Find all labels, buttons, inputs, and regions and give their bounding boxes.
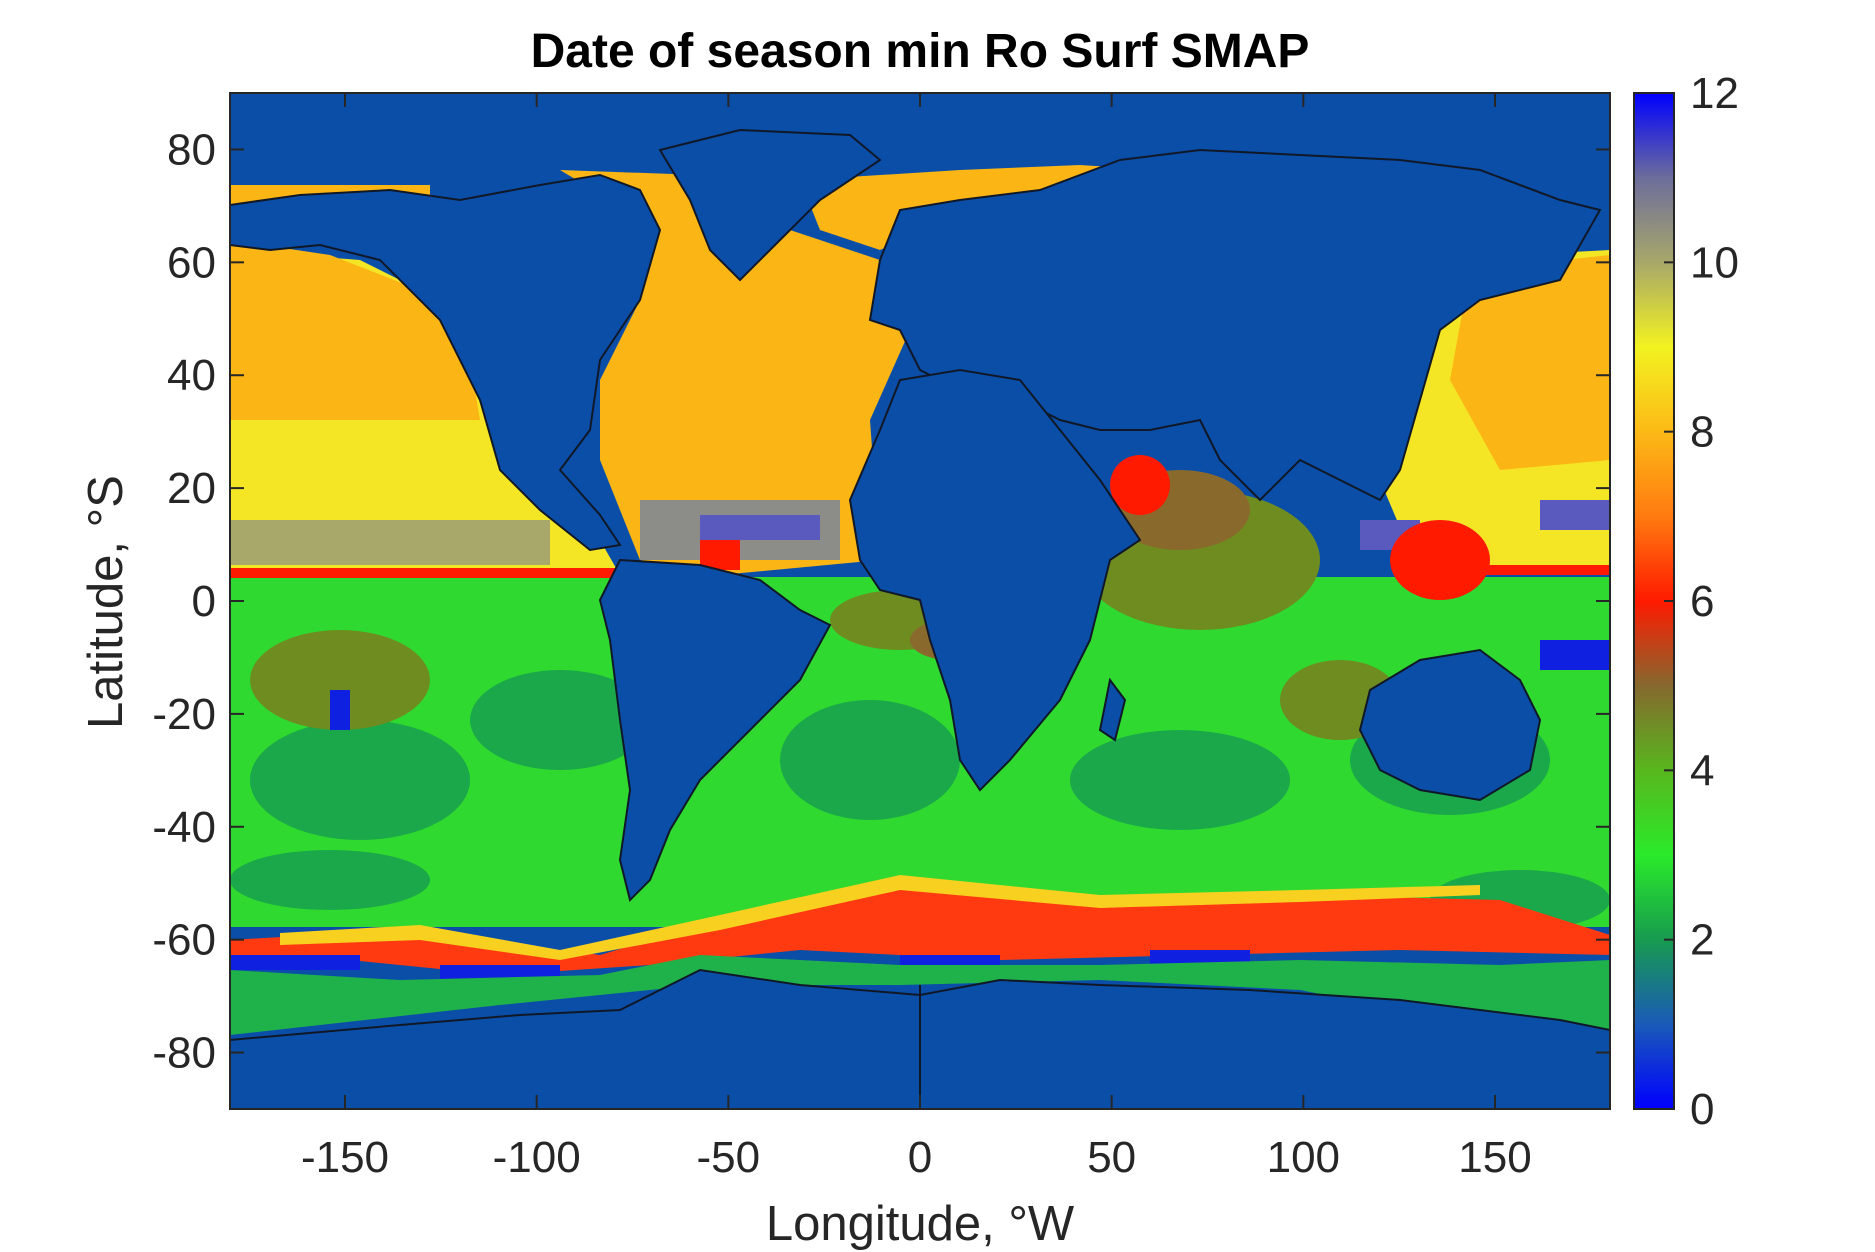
y-tick-label: -60 bbox=[152, 916, 216, 965]
greenland bbox=[658, 128, 882, 282]
y-tick-label: 60 bbox=[167, 238, 216, 287]
x-axis-ticks: -150 -100 -50 0 50 100 150 bbox=[301, 93, 1532, 1182]
y-tick-label: 0 bbox=[192, 577, 216, 626]
map-plot-area bbox=[230, 93, 1610, 1109]
tropical-grey-band bbox=[230, 520, 550, 565]
x-tick-label: 100 bbox=[1267, 1133, 1340, 1182]
north-america bbox=[230, 173, 662, 552]
colorbar-tick-label: 2 bbox=[1690, 916, 1714, 965]
equatorial-red bbox=[230, 455, 1610, 600]
x-tick-label: -100 bbox=[493, 1133, 581, 1182]
colorbar-tick-label: 4 bbox=[1690, 746, 1714, 795]
colorbar-tick-label: 8 bbox=[1690, 408, 1714, 457]
antarctic-blue-margin bbox=[230, 640, 1610, 980]
x-tick-label: -50 bbox=[697, 1133, 761, 1182]
southern-front-red bbox=[230, 880, 1610, 975]
y-tick-label: -80 bbox=[152, 1029, 216, 1078]
x-tick-label: 150 bbox=[1458, 1133, 1531, 1182]
colorbar-tick-label: 12 bbox=[1690, 69, 1739, 118]
southern-front-yellow bbox=[280, 875, 1480, 960]
colorbar-ticks: 0 2 4 6 8 10 12 bbox=[1664, 69, 1739, 1134]
africa bbox=[848, 368, 1142, 792]
x-tick-label: -150 bbox=[301, 1133, 389, 1182]
y-axis-ticks: 80 60 40 20 0 -20 -40 -60 -80 bbox=[152, 125, 1610, 1078]
y-tick-label: -40 bbox=[152, 803, 216, 852]
chart-title: Date of season min Ro Surf SMAP bbox=[530, 25, 1310, 78]
x-axis-label: Longitude, °W bbox=[765, 1197, 1075, 1251]
north-pacific-orange bbox=[230, 240, 480, 420]
colorbar: 0 2 4 6 8 10 12 bbox=[1633, 69, 1739, 1134]
west-pacific-orange bbox=[1450, 255, 1610, 470]
y-tick-label: 40 bbox=[167, 351, 216, 400]
madagascar bbox=[1098, 677, 1127, 742]
y-axis-label: Latitude, °S bbox=[79, 475, 133, 729]
antarctic-coastal-green bbox=[230, 955, 1610, 1035]
y-tick-label: -20 bbox=[152, 690, 216, 739]
australia bbox=[1358, 648, 1542, 802]
colorbar-tick-label: 0 bbox=[1690, 1085, 1714, 1134]
y-tick-label: 80 bbox=[167, 125, 216, 174]
colorbar-tick-label: 6 bbox=[1690, 577, 1714, 626]
violet-patches bbox=[700, 500, 1610, 550]
x-tick-label: 50 bbox=[1087, 1133, 1136, 1182]
south-america bbox=[598, 558, 832, 902]
x-tick-label: 0 bbox=[908, 1133, 932, 1182]
y-tick-label: 20 bbox=[167, 464, 216, 513]
north-atlantic-field bbox=[560, 170, 910, 575]
colorbar-tick-label: 10 bbox=[1690, 238, 1739, 287]
